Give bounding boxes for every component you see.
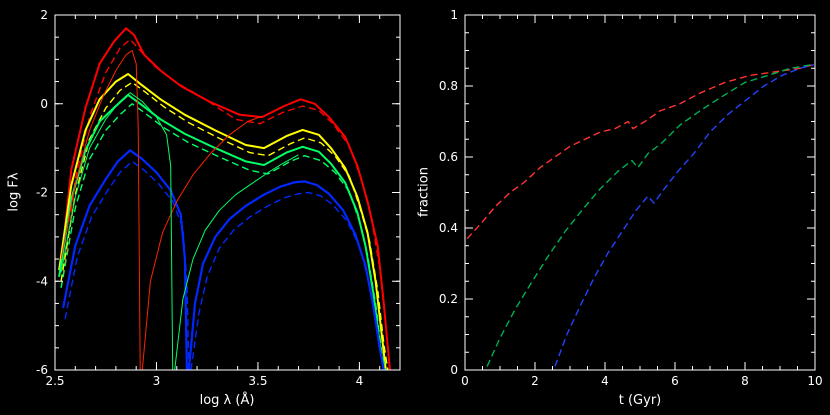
left-panel-curve-green-solid: [58, 93, 385, 370]
left-panel-curve-blue-solid-right: [187, 180, 385, 370]
right-panel-x-tick-label: 8: [741, 374, 749, 388]
left-panel-x-tick-label: 2.5: [45, 374, 64, 388]
left-panel-x-tick-label: 3.5: [248, 374, 267, 388]
right-panel-frame: [464, 14, 816, 371]
left-panel-curve-red-dashed: [62, 38, 391, 370]
right-y-axis-label: fraction: [416, 167, 432, 217]
left-panel-axes: 2.5 3 3.5 4 -6 -4 -2 0 2: [36, 8, 401, 388]
right-panel-x-tick-label: 4: [601, 374, 609, 388]
left-y-axis-label: log Fλ: [6, 172, 22, 212]
right-panel-series-group: [466, 64, 815, 367]
right-panel-y-tick-label: 0: [450, 363, 458, 377]
right-panel-y-tick-label: 0.2: [439, 292, 458, 306]
right-panel-x-tick-label: 10: [807, 374, 822, 388]
right-panel-y-tick-label: 0.6: [439, 150, 458, 164]
right-panel-curve-green-dashed: [486, 64, 813, 367]
right-panel-y-tick-label: 0.4: [439, 221, 458, 235]
right-panel-x-tick-label: 6: [671, 374, 679, 388]
right-panel-curve-red-dashed: [466, 64, 814, 240]
left-panel-y-tick-label: -4: [36, 274, 48, 288]
left-panel-x-tick-label: 3: [153, 374, 161, 388]
right-panel-y-tick-label: 0.8: [439, 79, 458, 93]
right-x-axis-label: t (Gyr): [618, 393, 662, 408]
left-panel-y-tick-label: -6: [36, 363, 48, 377]
right-panel-curve-blue-dashed: [554, 64, 815, 367]
left-panel-x-tick-label: 4: [356, 374, 364, 388]
left-x-axis-label: log λ (Å): [199, 393, 255, 408]
left-panel-y-tick-label: 0: [40, 97, 48, 111]
left-panel-curve-blue-dashed-right: [190, 191, 385, 370]
left-panel-curve-red-recovery: [141, 115, 263, 370]
left-panel-y-tick-label: -2: [36, 186, 48, 200]
right-panel-axes: 0 2 4 6 8 10 0 0.2 0.4 0.6 0.8 1: [439, 8, 823, 388]
right-panel-x-tick-label: 2: [531, 374, 539, 388]
left-panel-curve-green-recovery: [174, 154, 299, 370]
left-panel-y-tick-label: 2: [40, 8, 48, 22]
left-panel-curve-red-solid: [60, 27, 391, 370]
right-panel-x-tick-label: 0: [461, 374, 469, 388]
left-panel-curve-blue-dashed-left: [64, 160, 190, 370]
right-panel-y-tick-label: 1: [450, 8, 458, 22]
left-panel-curve-yellow-dashed: [60, 81, 389, 370]
left-panel-curve-yellow-solid: [58, 73, 387, 370]
left-panel-curve-blue-solid-left: [62, 149, 188, 370]
left-panel-series-group: [58, 27, 391, 370]
left-panel-curve-green-dashed: [60, 103, 387, 370]
left-panel-curve-green-break: [60, 92, 174, 370]
left-panel-curve-red-break: [60, 50, 141, 370]
